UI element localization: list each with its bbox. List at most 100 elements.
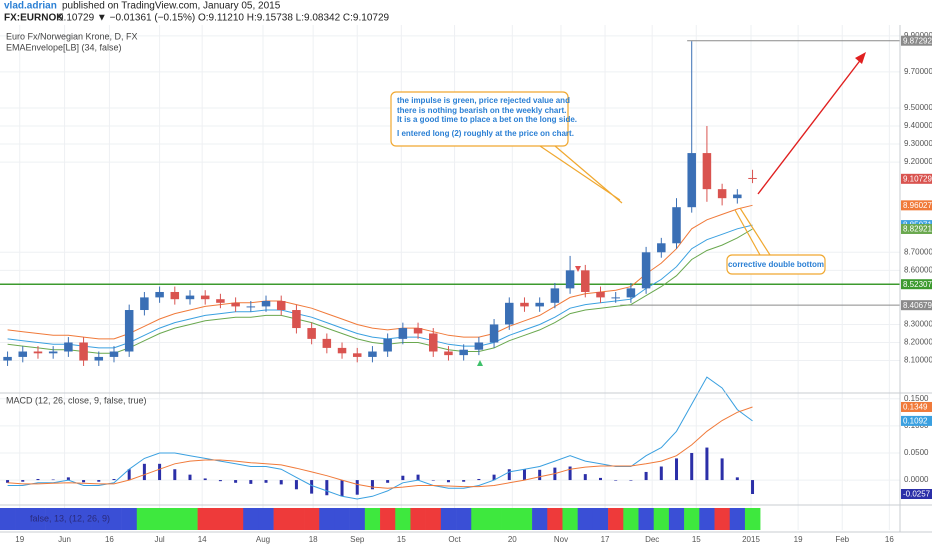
candle-body [292,310,301,329]
x-tick-label: Feb [835,535,849,544]
y-tick-label: 9.20000 [904,157,932,166]
x-tick-label: Jun [58,535,71,544]
histogram-bar [690,452,694,481]
histogram-bar [598,477,602,481]
candle-body [261,301,271,307]
histogram-bar [735,477,739,481]
impulse-cell [699,508,715,530]
candle-body [748,177,757,179]
histogram-bar [538,469,542,481]
sell-marker [575,266,581,272]
x-tick-label: 14 [198,535,207,544]
candle-body [687,153,696,208]
candle-body [733,194,742,199]
histogram-bar [644,471,648,481]
impulse-cell [440,508,457,530]
price-label: 8.40679 [903,301,932,310]
note-box [390,91,569,147]
price-label-box [901,489,932,499]
candle-body [505,302,514,325]
impulse-cell [516,508,533,530]
candle-body [124,310,134,352]
candle-body [474,342,484,350]
x-tick-label: 17 [601,535,610,544]
candle-body [109,351,119,357]
histogram-bar [97,480,101,482]
candle-body [18,351,28,357]
impulse-cell [167,508,183,530]
impulse-cell [547,508,563,530]
candle-body [352,353,362,357]
double-bottom-label: corrective double bottom [728,260,824,269]
impulse-cell [425,508,442,530]
histogram-bar [386,480,390,483]
candle-body [200,295,210,300]
candle-body [246,306,256,308]
candle-body [459,349,468,356]
x-tick-label: Nov [554,535,568,544]
candle-body [337,347,347,354]
user[interactable]: vlad.adrian [4,1,57,12]
impulse-cell [410,508,426,530]
impulse-cell [75,508,92,530]
impulse-cell [532,508,548,530]
candle-body [94,356,104,361]
impulse-cell [744,508,761,530]
candle-body [368,351,377,357]
x-tick-label: Sep [350,535,365,544]
impulse-cell [638,508,655,530]
candle-body [672,207,681,244]
impulse-cell [714,508,731,530]
impulse-cell [45,508,62,530]
histogram-bar [36,478,40,481]
candle-body [520,302,529,307]
impulse-cell [380,508,396,530]
impulse-cell [577,508,594,530]
histogram-bar [431,480,435,481]
price-label-box [901,300,932,311]
histogram-bar [751,480,755,494]
histogram-bar [279,480,283,485]
histogram-bar [507,469,511,481]
impulse-cell [608,508,624,530]
impulse-cell [668,508,685,530]
x-tick-label: 16 [885,535,894,544]
y-tick-label: 8.10000 [904,356,932,365]
x-tick-label: Jul [154,535,164,544]
histogram-bar [112,478,116,481]
price-label-box [901,279,932,290]
y-tick-label: 9.50000 [904,103,932,112]
candle-body [79,342,88,361]
histogram-bar [188,474,192,481]
candle-body [64,342,73,352]
symbol: FX:EURNOK [4,13,64,24]
histogram-bar [583,474,587,481]
histogram-bar [66,477,70,481]
histogram-bar [522,469,526,481]
x-tick-label: 18 [309,535,318,544]
x-tick-label: 19 [15,535,24,544]
x-tick-label: 15 [692,535,701,544]
target-arrow [757,57,863,195]
candle-body [216,299,225,303]
histogram-bar [310,480,314,494]
published: published on TradingView.com, January 05… [62,1,281,12]
impulse-cell [0,508,16,530]
price-label-box [901,35,932,46]
y-tick-label: 9.40000 [904,121,932,130]
impulse-cell [653,508,670,530]
impulse-cell [30,508,46,530]
impulse-cell [106,508,122,530]
histogram-bar [203,478,207,481]
y-tick-label: 8.20000 [904,338,932,347]
price-label-box [901,223,932,234]
y-tick-label: 0.0500 [904,448,929,457]
histogram-bar [462,480,466,482]
histogram-bar [173,469,177,481]
price-label: 8.82921 [903,225,932,234]
impulse-cell [729,508,746,530]
y-tick-label: 8.60000 [904,265,932,274]
double-bottom-box [726,254,826,275]
